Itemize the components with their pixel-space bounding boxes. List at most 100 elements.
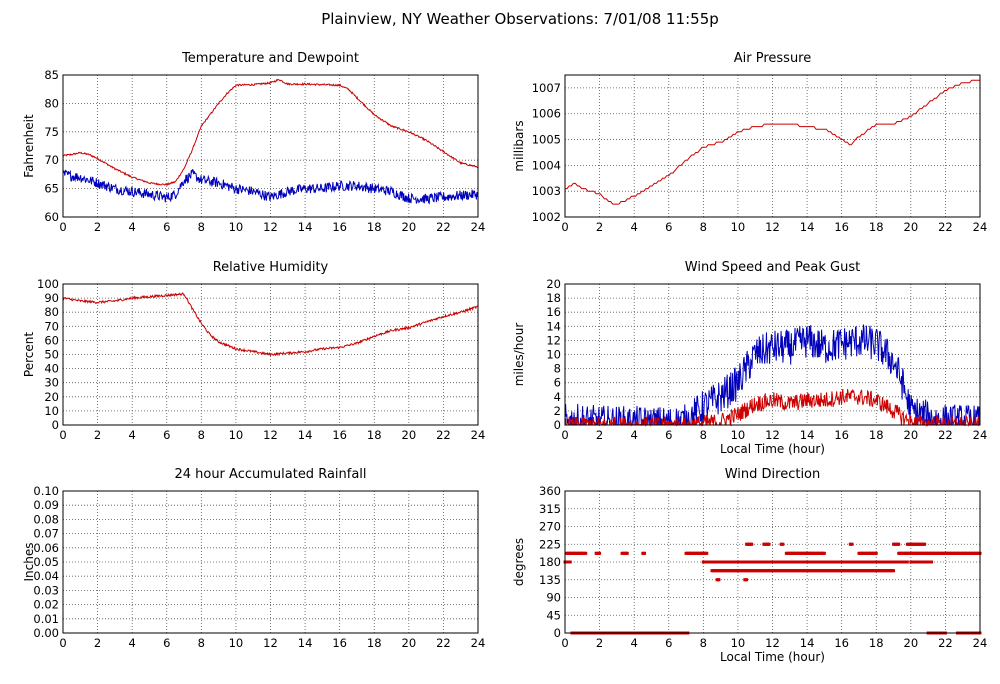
pressure-y-tick-label: 1004 [532, 158, 561, 172]
pressure-x-tick-label: 12 [765, 220, 780, 234]
humidity-series-0 [62, 292, 478, 357]
temperature-plot-frame [62, 74, 479, 218]
wind-direction-title: Wind Direction [725, 467, 821, 482]
wind-direction-point [897, 542, 901, 546]
wind-speed-y-tick-label: 16 [546, 305, 561, 319]
rainfall-y-tick-label: 0.09 [33, 498, 59, 512]
wind-direction-x-tick-label: 24 [973, 636, 988, 650]
wind-direction-x-tick-label: 12 [765, 636, 780, 650]
wind-direction-y-tick-label: 135 [539, 573, 561, 587]
wind-speed-x-tick-label: 16 [834, 428, 849, 442]
humidity-x-tick-label: 4 [129, 428, 136, 442]
wind-direction-point [850, 542, 854, 546]
temperature-y-tick-label: 85 [44, 68, 59, 82]
wind-direction-x-tick-label: 4 [631, 636, 638, 650]
pressure-plot-frame [564, 74, 981, 218]
temperature-x-tick-label: 22 [436, 220, 451, 234]
wind-direction-y-tick-label: 180 [539, 555, 561, 569]
humidity-plot-frame [62, 283, 479, 426]
rainfall-plot-frame [62, 490, 479, 634]
temperature-x-tick-label: 18 [367, 220, 382, 234]
pressure-y-tick-label: 1003 [532, 184, 561, 198]
temperature-y-axis-label: Fahrenheit [22, 114, 36, 178]
wind-direction-point [598, 551, 602, 555]
rainfall-x-tick-label: 12 [263, 636, 278, 650]
pressure-x-tick-label: 18 [869, 220, 884, 234]
wind-direction-point [717, 578, 721, 582]
humidity-y-tick-label: 40 [44, 362, 59, 376]
rainfall-y-axis-label: Inches [22, 543, 36, 582]
temperature-series-1 [62, 168, 479, 205]
rainfall-y-tick-label: 0.04 [33, 569, 59, 583]
wind-speed-x-tick-label: 8 [700, 428, 707, 442]
wind-direction-y-tick-label: 360 [539, 484, 561, 498]
temperature-title: Temperature and Dewpoint [181, 51, 359, 66]
rainfall-y-tick-label: 0.10 [33, 484, 59, 498]
wind-direction-point [750, 542, 754, 546]
wind-speed-y-axis-label: miles/hour [512, 323, 526, 387]
humidity-x-tick-label: 14 [298, 428, 313, 442]
temperature-y-tick-label: 60 [44, 210, 59, 224]
humidity-x-tick-label: 10 [229, 428, 244, 442]
rainfall-y-tick-label: 0.06 [33, 541, 59, 555]
wind-direction-x-tick-label: 22 [938, 636, 953, 650]
humidity-x-tick-label: 24 [471, 428, 486, 442]
wind-direction-point [874, 551, 878, 555]
wind-direction-x-tick-label: 16 [834, 636, 849, 650]
wind-speed-x-tick-label: 24 [973, 428, 988, 442]
wind-speed-series-0 [564, 324, 981, 427]
humidity-y-tick-label: 20 [44, 390, 59, 404]
wind-direction-x-tick-label: 20 [904, 636, 919, 650]
humidity-x-tick-label: 20 [402, 428, 417, 442]
rainfall-y-tick-label: 0.03 [33, 583, 59, 597]
wind-speed-y-tick-label: 0 [554, 418, 561, 432]
rainfall-x-tick-label: 22 [436, 636, 451, 650]
humidity-x-tick-label: 16 [332, 428, 347, 442]
pressure-y-tick-label: 1007 [532, 81, 561, 95]
wind-speed-y-tick-label: 4 [554, 390, 561, 404]
temperature-y-tick-label: 70 [44, 153, 59, 167]
rainfall-y-tick-label: 0.00 [33, 626, 59, 640]
humidity-y-tick-label: 0 [52, 418, 59, 432]
wind-direction-point [643, 551, 647, 555]
humidity-y-tick-label: 100 [37, 277, 59, 291]
wind-direction-y-tick-label: 315 [539, 502, 561, 516]
wind-direction-point [822, 551, 826, 555]
humidity-x-tick-label: 0 [59, 428, 66, 442]
humidity-title: Relative Humidity [213, 260, 329, 275]
humidity-x-tick-label: 22 [436, 428, 451, 442]
wind-direction-series-0 [563, 542, 982, 635]
rainfall-x-tick-label: 10 [229, 636, 244, 650]
humidity-y-tick-label: 30 [44, 376, 59, 390]
wind-speed-x-tick-label: 4 [631, 428, 638, 442]
wind-speed-x-tick-label: 18 [869, 428, 884, 442]
pressure-title: Air Pressure [734, 51, 812, 66]
temperature-y-tick-label: 80 [44, 96, 59, 110]
humidity-x-tick-label: 18 [367, 428, 382, 442]
wind-speed-x-tick-label: 20 [904, 428, 919, 442]
wind-speed-x-axis-label: Local Time (hour) [720, 442, 825, 456]
wind-direction-x-tick-label: 2 [596, 636, 603, 650]
rainfall-x-tick-label: 8 [198, 636, 205, 650]
rainfall-y-tick-label: 0.02 [33, 598, 59, 612]
pressure-x-tick-label: 22 [938, 220, 953, 234]
rainfall-x-tick-label: 16 [332, 636, 347, 650]
temperature-x-tick-label: 4 [129, 220, 136, 234]
pressure-x-tick-label: 10 [731, 220, 746, 234]
wind-speed-x-tick-label: 6 [665, 428, 672, 442]
humidity-x-tick-label: 8 [198, 428, 205, 442]
wind-direction-point [584, 551, 588, 555]
wind-direction-point [745, 578, 749, 582]
rainfall-x-tick-label: 18 [367, 636, 382, 650]
wind-direction-plot-frame [564, 490, 981, 634]
pressure-series-0 [565, 79, 980, 205]
wind-speed-x-tick-label: 2 [596, 428, 603, 442]
rainfall-y-tick-label: 0.05 [33, 555, 59, 569]
rainfall-x-tick-label: 24 [471, 636, 486, 650]
rainfall-x-tick-label: 20 [402, 636, 417, 650]
temperature-x-tick-label: 20 [402, 220, 417, 234]
